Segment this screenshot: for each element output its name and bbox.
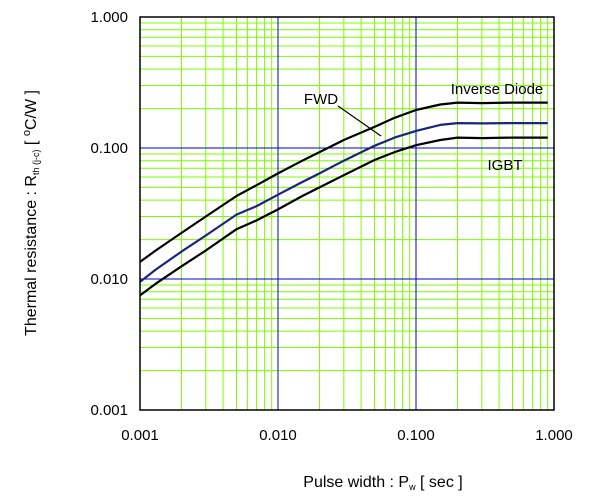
annotation-igbt: IGBT xyxy=(487,157,522,174)
annotation-inverse-diode: Inverse Diode xyxy=(451,81,544,98)
series-line-igbt xyxy=(139,136,548,297)
y-tick-label: 0.100 xyxy=(90,140,128,157)
minor-grid xyxy=(140,17,554,410)
x-axis-title: Pulse width : Pw [ sec ] xyxy=(303,474,462,492)
annotations: Inverse Diode FWD IGBT xyxy=(304,81,543,174)
series-line-inverse-diode xyxy=(139,101,548,263)
major-grid xyxy=(140,17,554,410)
y-tick-label: 1.000 xyxy=(90,9,128,26)
fwd-leader-line xyxy=(337,105,382,137)
y-axis-title: Thermal resistance : Rth (j-c) [ oC/W ] xyxy=(21,90,41,336)
series-layer xyxy=(139,101,548,297)
series-line-fwd xyxy=(139,121,548,283)
y-tick-label: 0.010 xyxy=(90,271,128,288)
x-tick-label: 0.010 xyxy=(259,427,297,444)
annotation-fwd: FWD xyxy=(304,91,338,108)
x-tick-label: 0.001 xyxy=(121,427,159,444)
plot-frame xyxy=(139,16,555,411)
tick-labels: 0.001 0.010 0.100 1.000 0.001 0.010 0.100 1.000 xyxy=(90,9,572,444)
x-tick-label: 1.000 xyxy=(535,427,573,444)
x-tick-label: 0.100 xyxy=(397,427,435,444)
y-tick-label: 0.001 xyxy=(90,402,128,419)
